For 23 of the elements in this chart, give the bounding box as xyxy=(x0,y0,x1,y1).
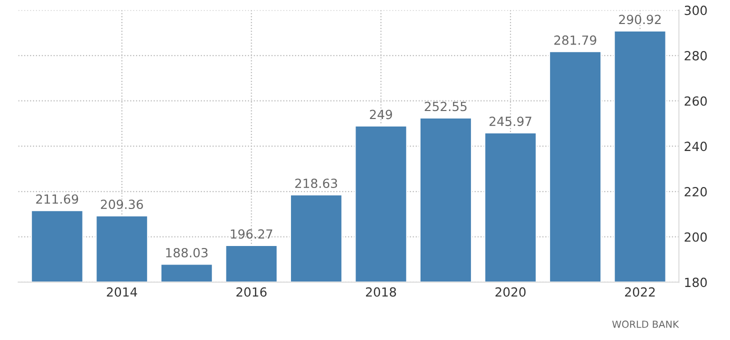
data-label: 245.97 xyxy=(490,116,532,126)
data-label: 290.92 xyxy=(619,14,661,24)
y-tick-label: 240 xyxy=(684,142,707,152)
text: WORLD BANK xyxy=(612,320,680,328)
data-label: 196.27 xyxy=(230,229,272,239)
y-tick-label: 200 xyxy=(684,232,707,242)
x-tick-label: 2016 xyxy=(236,287,267,297)
y-tick-label: 220 xyxy=(684,187,707,196)
x-tick-label: 2014 xyxy=(106,287,138,297)
data-label: 218.63 xyxy=(295,178,338,188)
data-label: 252.55 xyxy=(424,102,467,112)
y-tick-label: 180 xyxy=(685,278,707,288)
data-label: 211.69 xyxy=(36,194,78,204)
y-tick-label: 280 xyxy=(684,51,707,60)
y-tick-label: 260 xyxy=(684,96,707,106)
x-tick-label: 2022 xyxy=(625,287,655,297)
data-label: 188.03 xyxy=(166,248,208,258)
data-label: 281.79 xyxy=(554,35,596,45)
x-tick-label: 2018 xyxy=(366,287,396,297)
y-tick-label: 300 xyxy=(684,6,707,16)
data-label: 249 xyxy=(370,110,392,120)
x-tick-label: 2020 xyxy=(496,287,526,297)
data-label: 209.36 xyxy=(100,200,143,210)
